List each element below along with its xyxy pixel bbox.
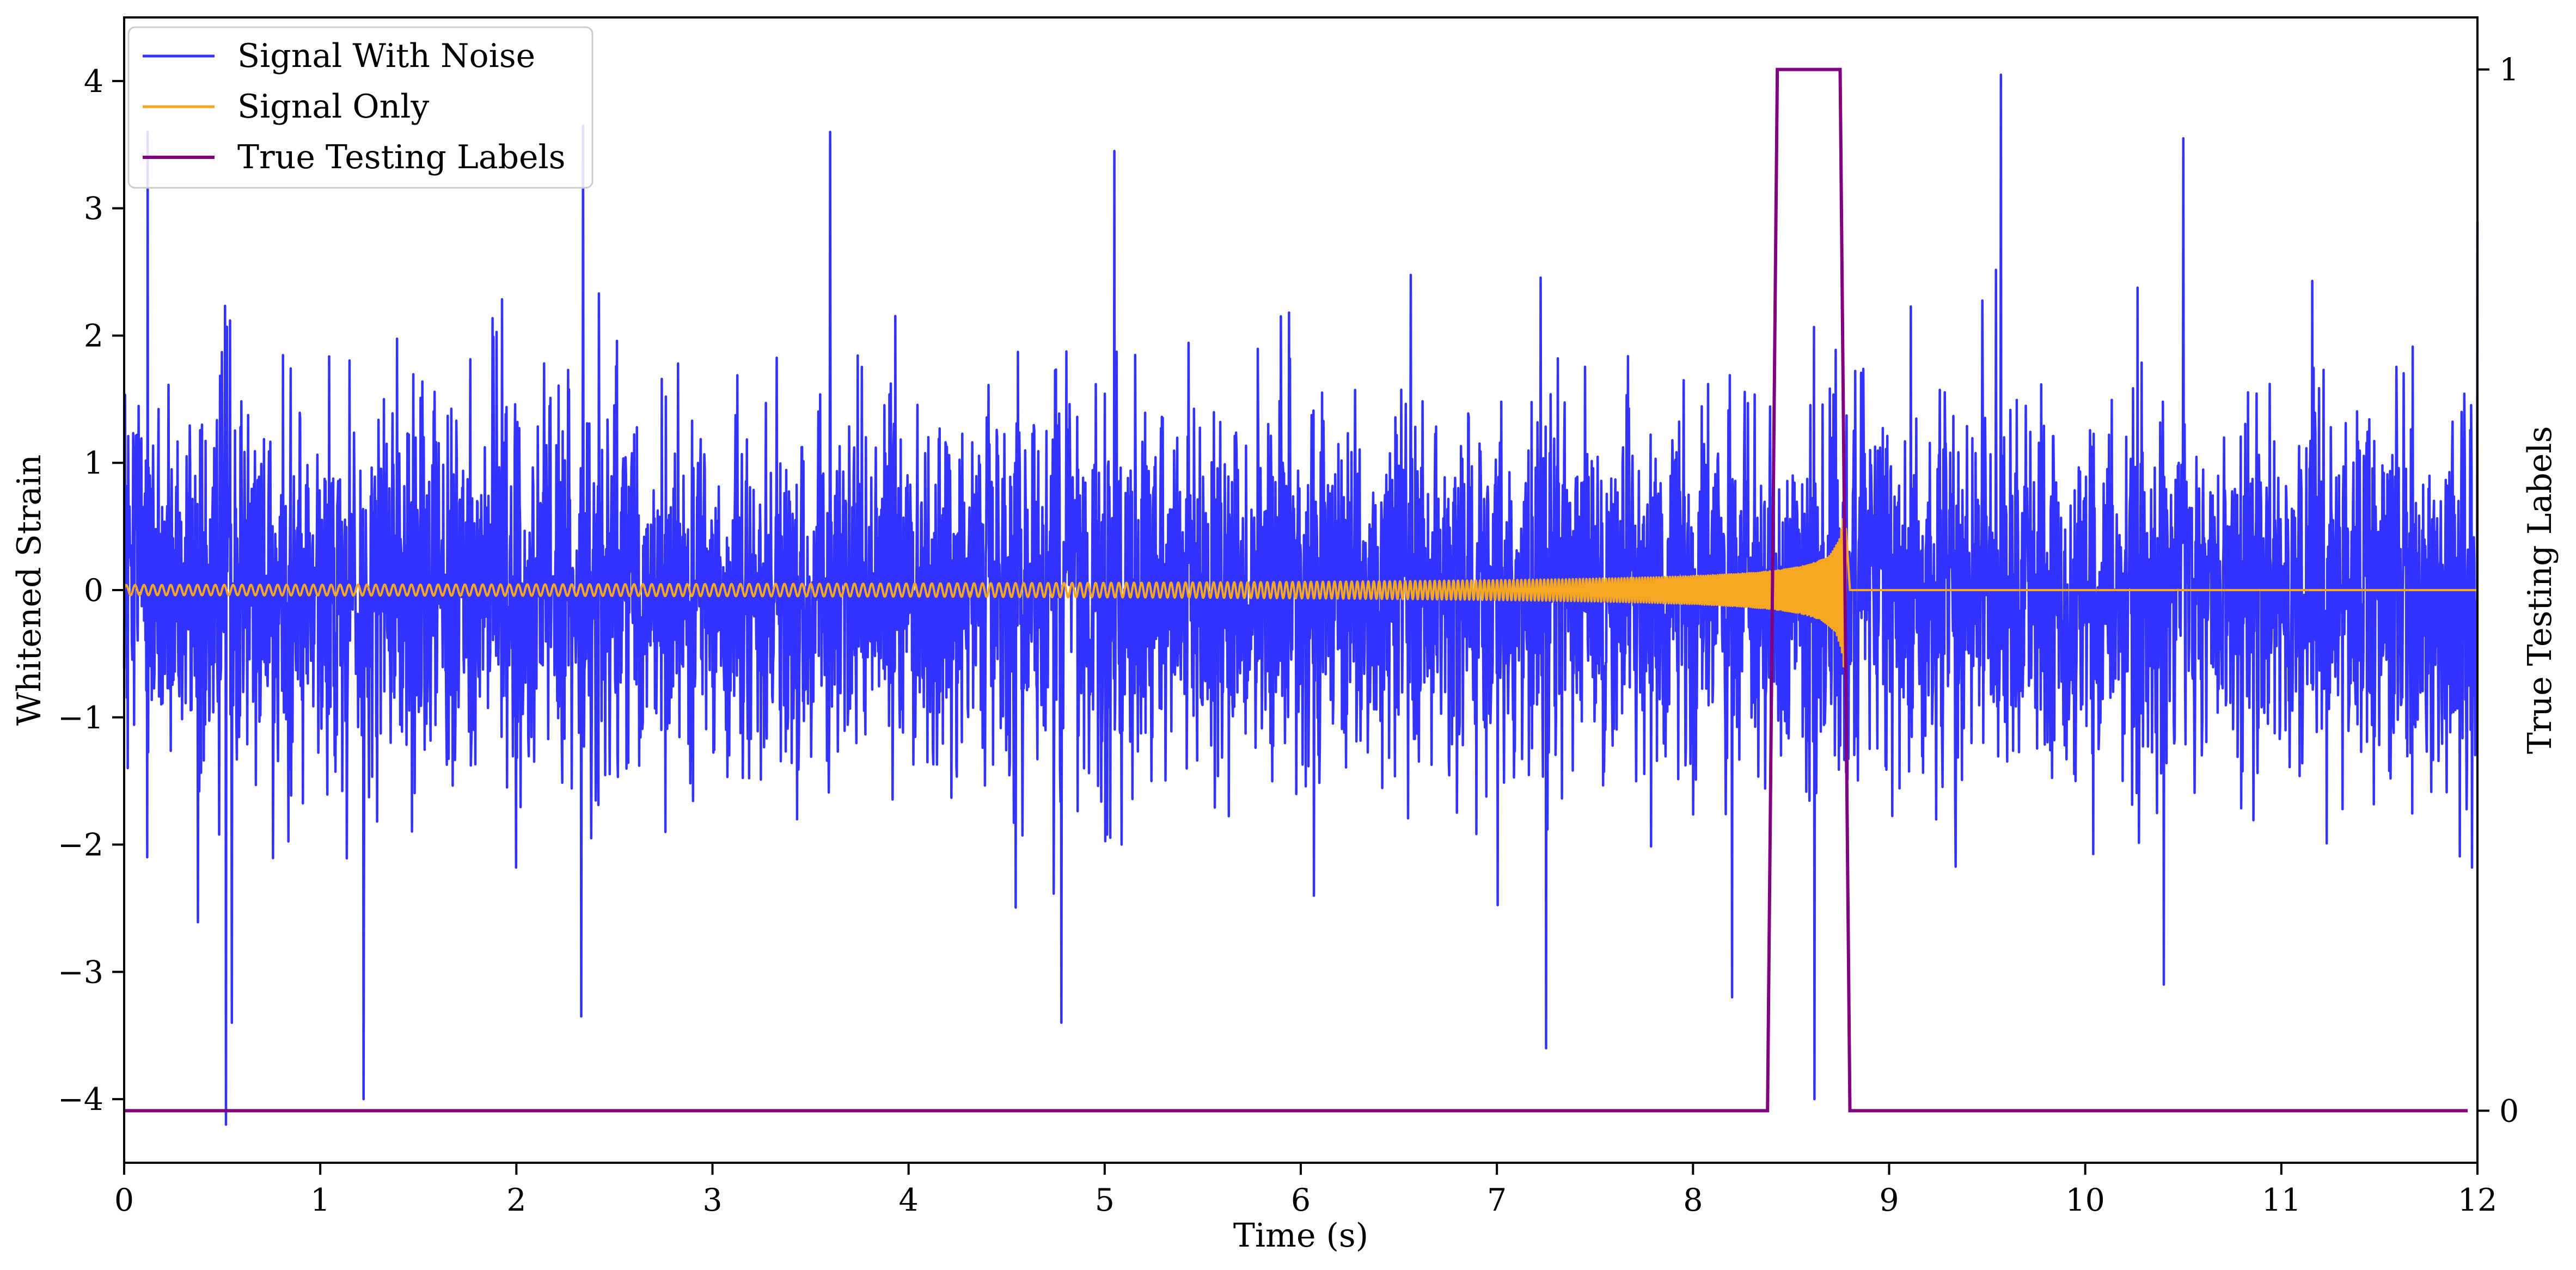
- x-tick-label-5: 5: [1095, 1182, 1115, 1218]
- legend-entry-signal-only: Signal Only: [143, 88, 429, 126]
- true-testing-labels-line: [124, 68, 2468, 1113]
- y-axis-label: Whitened Strain: [10, 455, 48, 726]
- x-axis-ticks: 0 1 2 3 4 5 6 7 8 9 10 11 12: [114, 1163, 2497, 1218]
- y-tick-label-6: 2: [84, 318, 103, 354]
- y-tick-label-8: 4: [84, 64, 103, 100]
- legend-label-true-testing-labels: True Testing Labels: [237, 138, 566, 176]
- legend: Signal With Noise Signal Only True Testi…: [127, 26, 593, 189]
- y-tick-label-5: 1: [84, 445, 103, 481]
- legend-label-signal-with-noise: Signal With Noise: [237, 37, 535, 75]
- x-tick-label-3: 3: [702, 1182, 722, 1218]
- y2-axis-label: True Testing Labels: [2521, 426, 2559, 754]
- signal-only-line: [123, 514, 2477, 668]
- signal-with-noise-line: [123, 73, 2479, 1126]
- x-tick-label-11: 11: [2262, 1182, 2302, 1218]
- x-tick-label-8: 8: [1683, 1182, 1703, 1218]
- x-tick-label-0: 0: [114, 1182, 134, 1218]
- legend-entry-true-testing-labels: True Testing Labels: [143, 138, 566, 176]
- y-tick-label-7: 3: [84, 191, 103, 227]
- x-tick-label-9: 9: [1879, 1182, 1899, 1218]
- y2-tick-label-1: 1: [2499, 52, 2519, 88]
- x-tick-label-2: 2: [506, 1182, 526, 1218]
- x-tick-label-7: 7: [1487, 1182, 1507, 1218]
- x-tick-label-1: 1: [310, 1182, 330, 1218]
- y-tick-label-3: −1: [58, 700, 103, 736]
- x-tick-label-4: 4: [899, 1182, 919, 1218]
- x-tick-label-10: 10: [2065, 1182, 2105, 1218]
- x-tick-label-12: 12: [2458, 1182, 2498, 1218]
- y2-tick-label-0: 0: [2499, 1093, 2519, 1129]
- y-tick-label-0: −4: [58, 1082, 103, 1118]
- y2-axis-ticks: 01: [2477, 52, 2519, 1129]
- legend-box: [127, 26, 593, 189]
- x-tick-label-6: 6: [1291, 1182, 1311, 1218]
- y-tick-label-1: −3: [58, 954, 103, 990]
- y-tick-label-2: −2: [58, 827, 103, 863]
- series-signal-with-noise: [123, 73, 2479, 1126]
- y-tick-label-4: 0: [84, 573, 103, 609]
- series-signal-only: [123, 514, 2477, 668]
- x-axis-label: Time (s): [1233, 1217, 1368, 1255]
- legend-entry-signal-with-noise: Signal With Noise: [143, 37, 535, 75]
- series-true-testing-labels: [124, 68, 2468, 1113]
- y-axis-ticks: −4 −3 −2 −1 0 1 2 3 4: [58, 64, 124, 1118]
- legend-label-signal-only: Signal Only: [237, 88, 429, 126]
